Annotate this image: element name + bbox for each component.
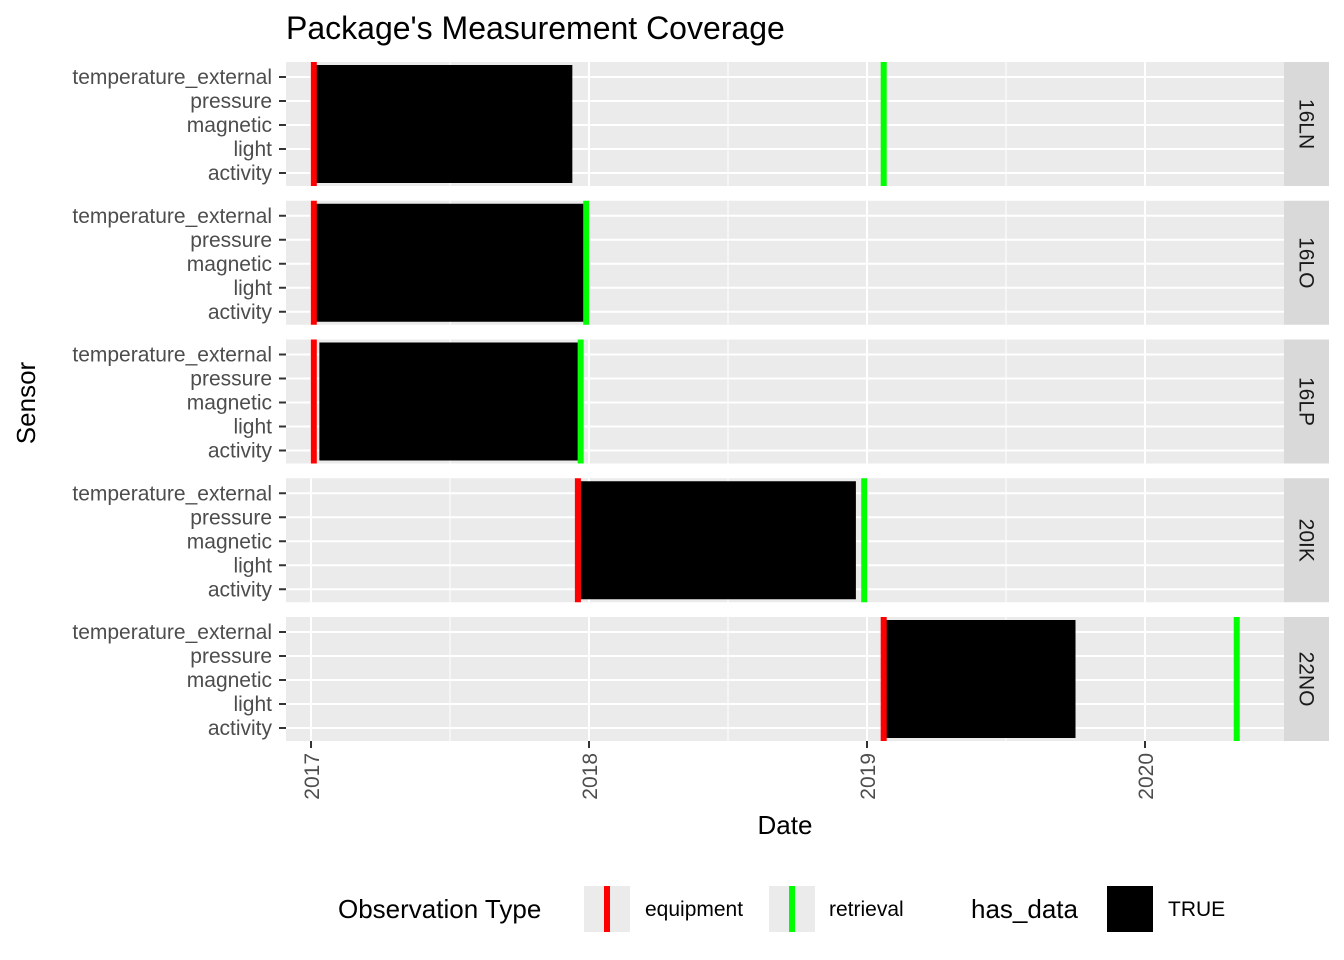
legend-key-TRUE: [1107, 886, 1153, 932]
panel-16LN: temperature_externalpressuremagneticligh…: [72, 62, 1329, 186]
y-tick-label: activity: [208, 717, 273, 740]
y-tick-label: pressure: [190, 645, 272, 668]
legend-item-equipment: equipment: [584, 886, 743, 932]
y-tick-label: activity: [208, 578, 273, 601]
x-tick-label: 2020: [1135, 753, 1158, 800]
legend-title-has-data: has_data: [971, 894, 1079, 924]
y-tick-label: temperature_external: [72, 344, 272, 367]
retrieval-line-16LO: [583, 200, 590, 325]
strip-label-16LP: 16LP: [1295, 377, 1318, 426]
has-data-bar-16LO: [313, 203, 584, 322]
y-tick-label: pressure: [190, 229, 272, 252]
y-tick-label: magnetic: [187, 530, 272, 553]
y-tick-label: temperature_external: [72, 621, 272, 644]
strip-16LO: [1284, 200, 1329, 325]
y-tick-label: activity: [208, 301, 273, 324]
equipment-line-16LO: [310, 200, 317, 325]
legend-label-equipment: equipment: [645, 898, 743, 921]
has-data-bar-20IK: [580, 481, 856, 600]
x-tick-label: 2017: [301, 753, 324, 800]
strip-label-22NO: 22NO: [1295, 652, 1318, 707]
legend-title-observation: Observation Type: [338, 894, 541, 924]
retrieval-line-20IK: [861, 478, 868, 603]
y-tick-label: magnetic: [187, 669, 272, 692]
y-tick-label: pressure: [190, 506, 272, 529]
retrieval-line-16LP: [577, 339, 584, 464]
facet-panels: temperature_externalpressuremagneticligh…: [72, 62, 1329, 741]
y-tick-label: magnetic: [187, 253, 272, 276]
y-tick-label: temperature_external: [72, 205, 272, 228]
panel-16LP: temperature_externalpressuremagneticligh…: [72, 339, 1329, 464]
strip-label-20IK: 20IK: [1295, 519, 1318, 562]
legend-key-retrieval: [789, 886, 795, 932]
strip-22NO: [1284, 617, 1329, 741]
strip-label-16LN: 16LN: [1295, 99, 1318, 149]
y-tick-label: temperature_external: [72, 66, 272, 89]
legend-label-retrieval: retrieval: [829, 898, 904, 921]
y-tick-label: light: [233, 693, 272, 716]
y-tick-label: activity: [208, 440, 273, 463]
x-tick-label: 2018: [579, 753, 602, 800]
y-axis-title: Sensor: [11, 361, 41, 444]
x-tick-label: 2019: [857, 753, 880, 800]
chart-title: Package's Measurement Coverage: [286, 10, 785, 46]
retrieval-line-22NO: [1233, 617, 1240, 741]
y-tick-label: light: [233, 277, 272, 300]
retrieval-line-16LN: [880, 62, 887, 186]
strip-16LN: [1284, 62, 1329, 186]
y-tick-label: light: [233, 554, 272, 577]
x-axis: 2017 2018 2019 2020: [301, 741, 1158, 800]
y-tick-label: magnetic: [187, 392, 272, 415]
legend: Observation Type equipment retrieval has_da…: [338, 886, 1225, 932]
equipment-line-22NO: [880, 617, 887, 741]
legend-label-TRUE: TRUE: [1168, 898, 1225, 921]
x-axis-title: Date: [758, 810, 813, 840]
equipment-line-16LP: [310, 339, 317, 464]
strip-20IK: [1284, 478, 1329, 603]
equipment-line-20IK: [574, 478, 581, 603]
has-data-bar-16LN: [313, 65, 573, 183]
y-tick-label: pressure: [190, 90, 272, 113]
y-tick-label: pressure: [190, 368, 272, 391]
y-tick-label: activity: [208, 162, 273, 185]
panel-16LO: temperature_externalpressuremagneticligh…: [72, 200, 1329, 325]
legend-item-TRUE: TRUE: [1107, 886, 1225, 932]
y-tick-label: light: [233, 416, 272, 439]
legend-item-retrieval: retrieval: [769, 886, 904, 932]
panel-20IK: temperature_externalpressuremagneticligh…: [72, 478, 1329, 603]
legend-key-equipment: [604, 886, 610, 932]
y-tick-label: magnetic: [187, 114, 272, 137]
strip-16LP: [1284, 339, 1329, 464]
has-data-bar-22NO: [886, 620, 1076, 738]
y-tick-label: temperature_external: [72, 482, 272, 505]
panel-22NO: temperature_externalpressuremagneticligh…: [72, 617, 1329, 741]
y-tick-label: light: [233, 138, 272, 161]
has-data-bar-16LP: [319, 342, 578, 461]
equipment-line-16LN: [310, 62, 317, 186]
strip-label-16LO: 16LO: [1295, 237, 1318, 288]
